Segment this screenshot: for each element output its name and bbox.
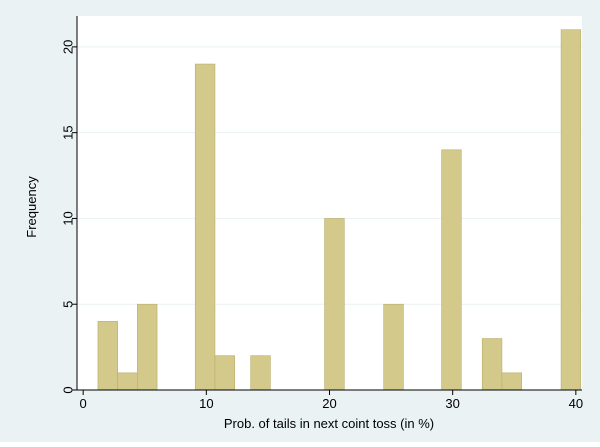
histogram-bar-3: [137, 303, 158, 391]
x-tick-label-10: 10: [199, 396, 213, 411]
y-tick-label-20: 20: [61, 40, 76, 54]
y-axis-label: Frequency: [24, 176, 39, 238]
histogram-bar-10: [481, 338, 503, 391]
histogram-bar-2: [117, 372, 138, 391]
x-tick-label-30: 30: [445, 396, 459, 411]
y-axis: 0 5 10 15 20: [61, 16, 78, 394]
x-axis-label: Prob. of tails in next coint toss (in %): [224, 416, 434, 431]
histogram-bar-9: [441, 149, 462, 391]
histogram-bar-8: [383, 303, 404, 391]
histogram-bar-1: [97, 321, 118, 391]
x-tick-label-40: 40: [569, 396, 583, 411]
x-tick-label-0: 0: [80, 396, 87, 411]
x-axis: 0 10 20 30 40: [77, 389, 583, 411]
y-tick-label-0: 0: [61, 386, 76, 393]
y-tick-label-5: 5: [61, 301, 76, 308]
bars: [97, 29, 582, 391]
histogram-bar-7: [324, 218, 345, 391]
histogram-bar-12: [560, 29, 582, 391]
histogram-bar-11: [501, 372, 522, 391]
histogram-bar-6: [250, 355, 271, 391]
x-tick-label-20: 20: [322, 396, 336, 411]
histogram-bar-4: [194, 63, 216, 391]
y-tick-label-10: 10: [61, 211, 76, 225]
y-tick-label-15: 15: [61, 125, 76, 139]
histogram-bar-5: [214, 355, 235, 391]
